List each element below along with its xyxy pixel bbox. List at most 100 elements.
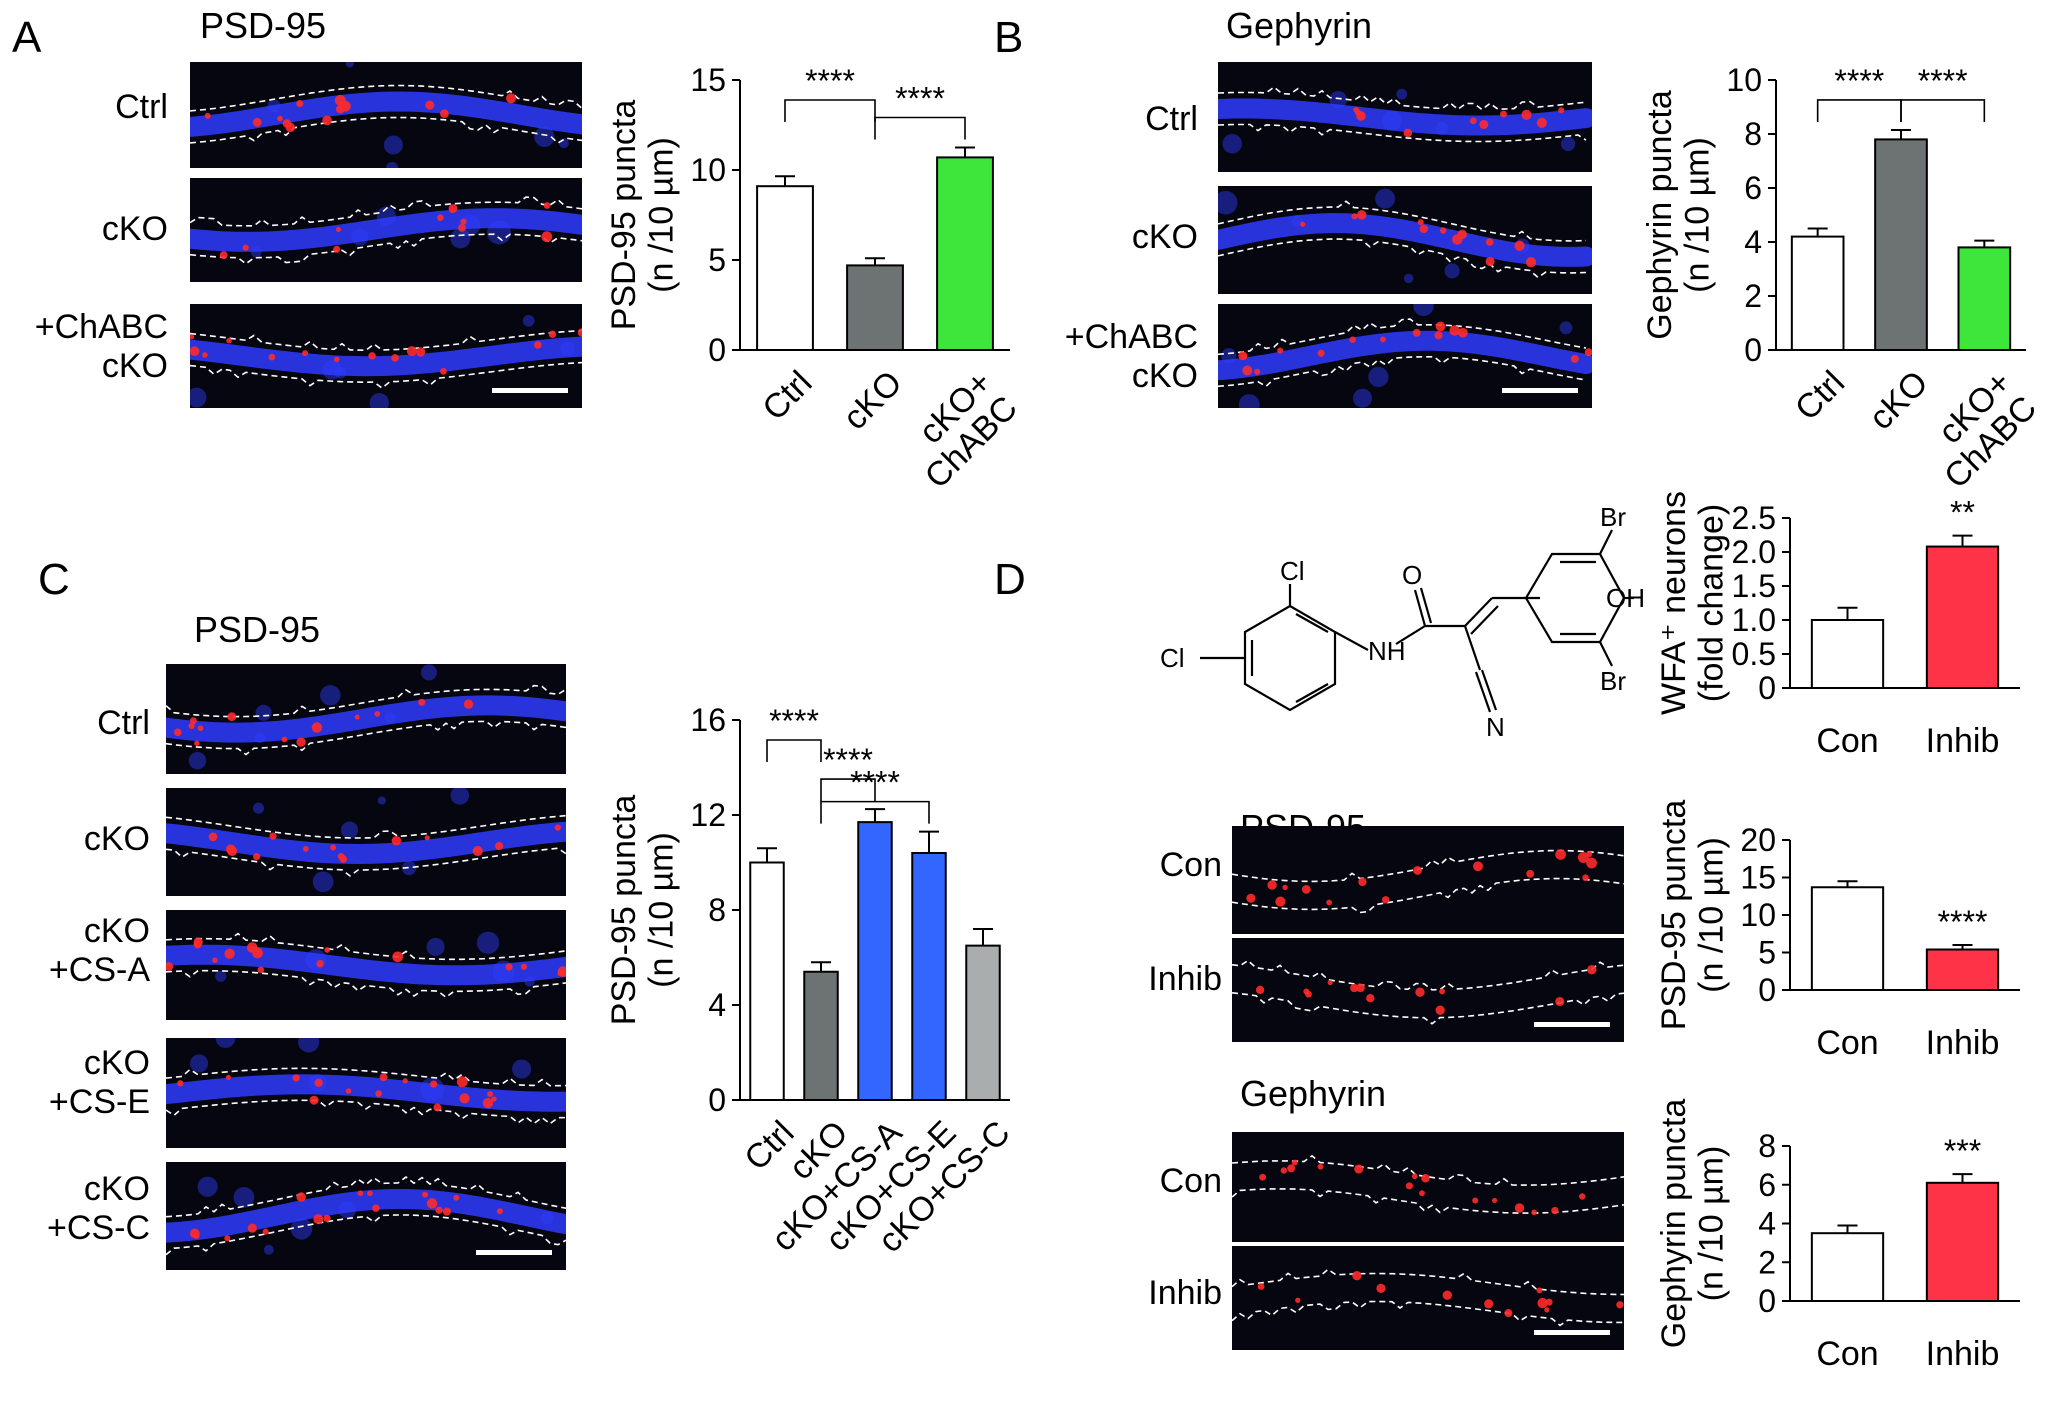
synaptic-punctum <box>463 699 474 709</box>
x-tick-label: Con <box>1816 722 1878 760</box>
panel-d-gephyrin-title: Gephyrin <box>1240 1073 1387 1114</box>
significance-label: **** <box>895 81 945 117</box>
dendrite-outline <box>1232 992 1624 1025</box>
background-blob <box>215 1038 236 1048</box>
synaptic-punctum <box>1525 257 1537 268</box>
synaptic-punctum <box>506 93 517 104</box>
panel-letter-b: B <box>994 13 1024 62</box>
panel-a-row-label: +ChABC cKO <box>34 308 168 386</box>
synaptic-punctum <box>1485 238 1494 246</box>
synaptic-punctum <box>292 1074 300 1082</box>
synaptic-punctum <box>1440 227 1447 234</box>
synaptic-punctum <box>1317 1163 1324 1170</box>
synaptic-punctum <box>227 712 237 721</box>
synaptic-punctum <box>1577 852 1589 863</box>
scale-bar <box>1534 1022 1610 1027</box>
synaptic-punctum <box>189 717 197 725</box>
synaptic-punctum <box>226 337 232 344</box>
synaptic-punctum <box>460 218 467 225</box>
background-blob <box>1413 304 1434 317</box>
background-blob <box>1403 273 1414 284</box>
y-tick-label: 10 <box>690 152 726 188</box>
dendrite-outline <box>166 1175 566 1218</box>
x-tick-label: Inhib <box>1926 722 2000 760</box>
synaptic-punctum <box>1555 849 1566 860</box>
micrograph <box>1232 826 1624 934</box>
dendrite-outline <box>1232 877 1624 914</box>
synaptic-punctum <box>554 824 561 831</box>
synaptic-punctum <box>190 346 200 357</box>
background-blob <box>1375 188 1396 209</box>
x-tick-label: cKO <box>1862 364 1936 438</box>
y-axis-label: PSD-95 puncta(n /10 µm) <box>605 100 680 331</box>
synaptic-punctum <box>333 356 340 363</box>
synaptic-punctum <box>208 832 218 842</box>
panel-d-psd-row-label: Inhib <box>1148 960 1222 998</box>
y-tick-label: 15 <box>690 62 726 98</box>
synaptic-punctum <box>1358 877 1367 887</box>
significance-label: ** <box>1950 495 1975 531</box>
dendrite-outline <box>1232 1188 1624 1214</box>
synaptic-punctum <box>577 328 582 337</box>
synaptic-punctum <box>1379 336 1386 343</box>
x-tick-label: Con <box>1816 1024 1878 1062</box>
background-blob <box>1396 88 1408 100</box>
synaptic-punctum <box>1616 1301 1624 1309</box>
synaptic-punctum <box>330 844 337 851</box>
micrograph <box>190 304 582 408</box>
synaptic-punctum <box>520 963 527 970</box>
background-blob <box>1559 321 1573 335</box>
synaptic-punctum <box>1514 240 1525 251</box>
y-tick-label: 0 <box>1744 332 1762 368</box>
bar <box>1874 138 1928 352</box>
bar <box>1925 545 2000 689</box>
background-blob <box>1238 394 1260 408</box>
micrograph <box>166 788 566 896</box>
background-blob <box>255 704 272 721</box>
panel-b-row-label: Ctrl <box>1145 100 1198 138</box>
y-tick-label: 0.5 <box>1732 636 1776 672</box>
synaptic-punctum <box>302 846 309 852</box>
panel-d-psd-row-label: Con <box>1159 846 1222 884</box>
background-blob <box>341 821 359 839</box>
synaptic-punctum <box>1305 990 1312 998</box>
synaptic-punctum <box>269 832 277 840</box>
synaptic-punctum <box>1452 234 1463 245</box>
bar-chart-b: Gephyrin puncta(n /10 µm) 0 2 4 6 8 10 Ctrl cKOc… <box>1641 62 2044 496</box>
dendrite-shaft <box>166 1189 566 1243</box>
significance-bracket <box>820 800 930 824</box>
synaptic-punctum <box>374 711 381 717</box>
significance-bracket <box>874 116 966 140</box>
panel-d-gephyrin-row-label: Inhib <box>1148 1274 1222 1312</box>
synaptic-punctum <box>1317 349 1325 357</box>
dendrite-outline <box>166 814 566 839</box>
synaptic-punctum <box>495 841 504 851</box>
background-blob <box>522 314 535 327</box>
significance-label: **** <box>823 742 873 778</box>
synaptic-punctum <box>247 1223 257 1233</box>
synaptic-punctum <box>1587 965 1597 975</box>
chemical-structure: Cl O Br OH Br Cl NH N <box>1160 502 1645 742</box>
synaptic-punctum <box>1352 1271 1362 1281</box>
synaptic-punctum <box>505 963 513 971</box>
synaptic-punctum <box>1469 117 1477 125</box>
bar <box>1957 246 2012 351</box>
panel-c-row-label: Ctrl <box>97 704 150 742</box>
synaptic-punctum <box>1555 996 1565 1007</box>
background-blob <box>377 796 386 805</box>
scale-bar <box>492 388 568 393</box>
panel-b-title: Gephyrin <box>1226 5 1373 46</box>
synaptic-punctum <box>418 698 426 706</box>
synaptic-punctum <box>1521 109 1532 120</box>
significance-label: *** <box>1944 1133 1981 1169</box>
synaptic-punctum <box>1257 1283 1265 1290</box>
synaptic-punctum <box>430 1080 438 1088</box>
dendrite-outline <box>190 361 582 390</box>
synaptic-punctum <box>253 853 261 861</box>
synaptic-punctum <box>193 1232 200 1239</box>
synaptic-punctum <box>458 224 466 232</box>
background-blob <box>420 664 437 681</box>
synaptic-punctum <box>472 845 483 857</box>
background-blob <box>197 1176 218 1197</box>
x-tick-label: cKO+ChABC <box>1912 364 2044 496</box>
